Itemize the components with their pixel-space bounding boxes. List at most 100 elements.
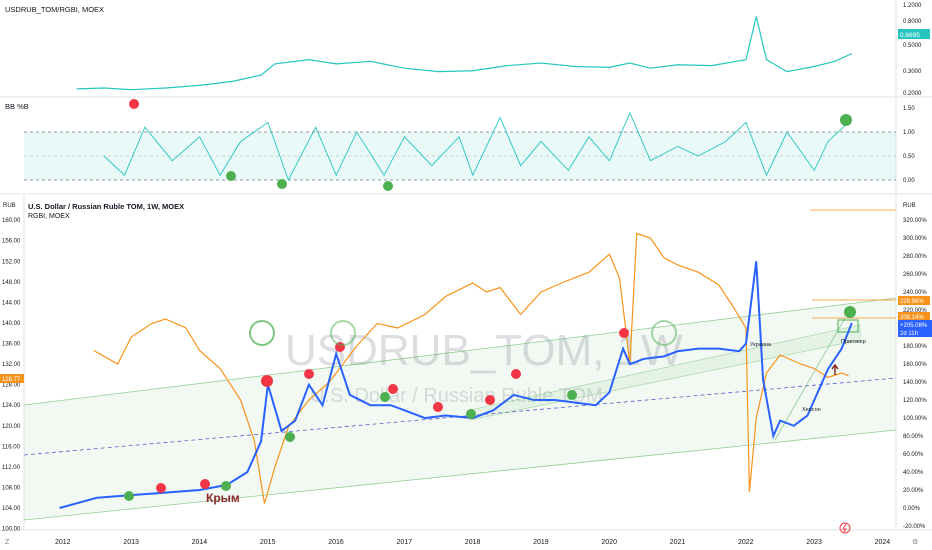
ratio-line: [76, 16, 853, 91]
green-signal-dot: [380, 392, 390, 402]
right-tick-label: 280.00%: [903, 254, 927, 260]
left-tick-label: 128.00: [2, 383, 21, 389]
right-tick-label: 220.00%: [903, 308, 927, 314]
left-tick-label: 152.00: [2, 259, 21, 265]
left-tick-label: 156.00: [2, 239, 21, 245]
annotation-pricer: Пригожер: [841, 339, 866, 345]
highlight-circle: [651, 320, 677, 346]
pane1-tick-label: 0.8000: [903, 19, 922, 25]
orange-badge-text: 228.98%: [900, 299, 924, 305]
red-signal-dot: [511, 369, 521, 379]
x-tick-label: 2014: [192, 539, 208, 546]
green-signal-dot: [466, 409, 476, 419]
pane1-tick-label: 0.5000: [903, 43, 922, 49]
green-signal-dot: [844, 306, 856, 318]
lightning-glyph: [842, 523, 847, 533]
left-tick-label: 136.00: [2, 342, 21, 348]
left-tick-label: 100.00: [2, 527, 21, 533]
right-tick-label: 80.00%: [903, 434, 924, 440]
green-signal-dot: [285, 432, 295, 442]
x-tick-label: 2021: [670, 539, 686, 546]
pane1-title: USDRUB_TOM/RGBI, MOEX: [5, 5, 104, 14]
orange-badge: [898, 312, 930, 321]
right-tick-label: -20.00%: [903, 524, 926, 530]
orange-badge: [898, 296, 930, 305]
channel-lower: [23, 429, 897, 521]
x-tick-label: 2015: [260, 539, 276, 546]
price-signals: [124, 306, 856, 501]
left-tick-label: 112.00: [2, 465, 21, 471]
x-tick-label: 2022: [738, 539, 754, 546]
right-unit: RUB: [903, 203, 916, 209]
pane1-price-scale: 1.2000 0.8000 0.5000 0.3000 0.2000: [903, 3, 922, 97]
red-signal-dot: [619, 328, 629, 338]
right-tick-label: 300.00%: [903, 236, 927, 242]
orange-badge-text: 208.14%: [900, 315, 924, 321]
pane3-subtitle: RGBI, MOEX: [28, 213, 70, 220]
x-tick-label: 2018: [465, 539, 481, 546]
trend-line: [774, 317, 846, 441]
bb-red-signal: [129, 99, 139, 109]
left-tick-label: 132.00: [2, 362, 21, 368]
pane2-tick-label: 1.00: [903, 130, 915, 136]
right-tick-label: 240.00%: [903, 290, 927, 296]
annotation-kherson: Херсон: [802, 407, 821, 413]
pane2-price-scale: 1.50 1.00 0.50 0.00: [903, 106, 915, 184]
left-tick-label: 160.00: [2, 218, 21, 224]
right-tick-label: 20.00%: [903, 488, 924, 494]
left-tick-label: 144.00: [2, 300, 21, 306]
right-tick-label: 140.00%: [903, 380, 927, 386]
bb-green-signal: [840, 114, 852, 126]
green-signal-dot: [567, 390, 577, 400]
right-tick-label: 320.00%: [903, 218, 927, 224]
pane1-tick-label: 0.3000: [903, 69, 922, 75]
left-tick-label: 148.00: [2, 280, 21, 286]
pane2-title: BB %B: [5, 102, 29, 111]
ratio-series: [76, 16, 853, 91]
settings-gear-icon[interactable]: ⚙: [912, 538, 918, 546]
pane3-title: U.S. Dollar / Russian Ruble TOM, 1W, MOE…: [28, 202, 184, 211]
left-tick-label: 124.00: [2, 403, 21, 409]
right-tick-label: 0.00%: [903, 506, 921, 512]
right-tick-label: 100.00%: [903, 416, 927, 422]
left-tick-label: 116.00: [2, 444, 21, 450]
rgbi-line: [93, 232, 849, 504]
x-tick-label: 2016: [328, 539, 344, 546]
right-percent-scale: 320.00% 300.00% 280.00% 260.00% 240.00% 220.0…: [903, 218, 927, 530]
left-last-text: 128.77: [2, 377, 21, 383]
pane2-tick-label: 1.50: [903, 106, 915, 112]
rgbi-series: [93, 232, 849, 504]
annotation-ukraine: Украина: [750, 342, 772, 348]
lightning-icon[interactable]: [839, 522, 851, 534]
red-signal-dot: [156, 483, 166, 493]
bb-green-signal: [277, 179, 287, 189]
x-tick-label: 2024: [875, 539, 891, 546]
left-tick-label: 140.00: [2, 321, 21, 327]
red-signal-dot: [388, 384, 398, 394]
bb-green-signal: [226, 171, 236, 181]
time-axis: 2012 2013 2014 2015 2016 2017 2018 2019 2020 2021…: [55, 539, 890, 546]
pane1-tick-label: 1.2000: [903, 3, 922, 9]
right-tick-label: 160.00%: [903, 362, 927, 368]
red-signal-dot: [485, 395, 495, 405]
pane1-tick-label: 0.2000: [903, 91, 922, 97]
highlight-circle: [249, 320, 275, 346]
last-value-text: 0.6695: [900, 32, 920, 39]
blue-badge-value: +205.08%: [900, 323, 928, 329]
bb-green-signal: [383, 181, 393, 191]
red-signal-dot: [200, 479, 210, 489]
right-tick-label: 120.00%: [903, 398, 927, 404]
x-tick-label: 2017: [397, 539, 413, 546]
blue-badge-countdown: 2d 11h: [900, 331, 918, 337]
x-tick-label: 2023: [806, 539, 822, 546]
pane2-tick-label: 0.50: [903, 154, 915, 160]
x-tick-label: 2019: [533, 539, 549, 546]
timezone-icon[interactable]: Z: [5, 539, 10, 546]
red-signal-dot: [433, 402, 443, 412]
usdrub-line: [59, 261, 853, 509]
green-signal-dot: [124, 491, 134, 501]
red-signal-dot: [261, 375, 273, 387]
red-signal-dot: [304, 369, 314, 379]
right-tick-label: 260.00%: [903, 272, 927, 278]
